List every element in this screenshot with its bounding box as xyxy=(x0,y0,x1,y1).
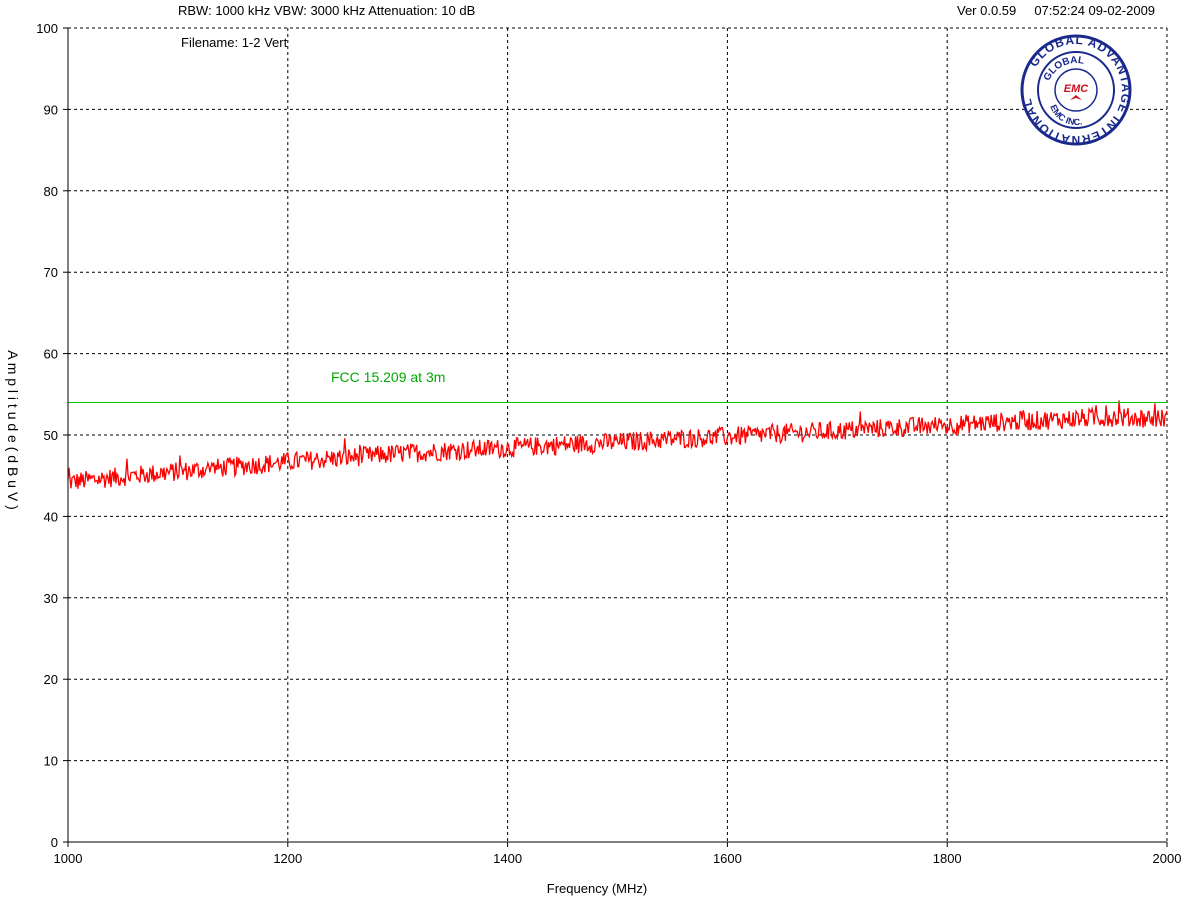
emc-seal-logo: GLOBAL ADVANTAGE INTERNATIONAL GLOBAL EM… xyxy=(1020,33,1132,147)
y-tick-label-60: 60 xyxy=(44,347,58,362)
x-tick-label-1200: 1200 xyxy=(273,851,302,866)
version-timestamp: Ver 0.0.59 07:52:24 09-02-2009 xyxy=(957,3,1156,18)
y-tick-label-90: 90 xyxy=(44,102,58,117)
y-tick-label-20: 20 xyxy=(44,672,58,687)
measurement-trace xyxy=(67,400,1168,489)
y-tick-label-40: 40 xyxy=(44,509,58,524)
y-tick-label-50: 50 xyxy=(44,428,58,443)
seal-star-icon xyxy=(1070,95,1082,100)
series-layer xyxy=(67,400,1168,489)
y-axis-title: A m p l i t u d e ( d B u V ) xyxy=(5,350,21,510)
y-tick-label-30: 30 xyxy=(44,591,58,606)
y-tick-label-100: 100 xyxy=(36,21,58,36)
y-tick-label-0: 0 xyxy=(51,835,58,850)
x-tick-label-2000: 2000 xyxy=(1153,851,1182,866)
axis-ticks: 0 10 20 30 40 50 60 70 80 90 100 1000 1200 1400 1600 18… xyxy=(36,21,1181,866)
seal-center-text: EMC xyxy=(1064,83,1090,95)
y-tick-label-70: 70 xyxy=(44,265,58,280)
y-tick-label-80: 80 xyxy=(44,184,58,199)
limit-line-label: FCC 15.209 at 3m xyxy=(331,369,445,385)
measurement-settings: RBW: 1000 kHz VBW: 3000 kHz Attenuation:… xyxy=(178,3,476,18)
x-tick-label-1400: 1400 xyxy=(493,851,522,866)
x-tick-label-1800: 1800 xyxy=(933,851,962,866)
x-tick-label-1600: 1600 xyxy=(713,851,742,866)
filename-label: Filename: 1-2 Vert xyxy=(181,35,288,50)
y-tick-label-10: 10 xyxy=(44,754,58,769)
grid-lines xyxy=(68,27,1168,842)
x-tick-label-1000: 1000 xyxy=(54,851,83,866)
x-axis-title: Frequency (MHz) xyxy=(546,881,648,896)
